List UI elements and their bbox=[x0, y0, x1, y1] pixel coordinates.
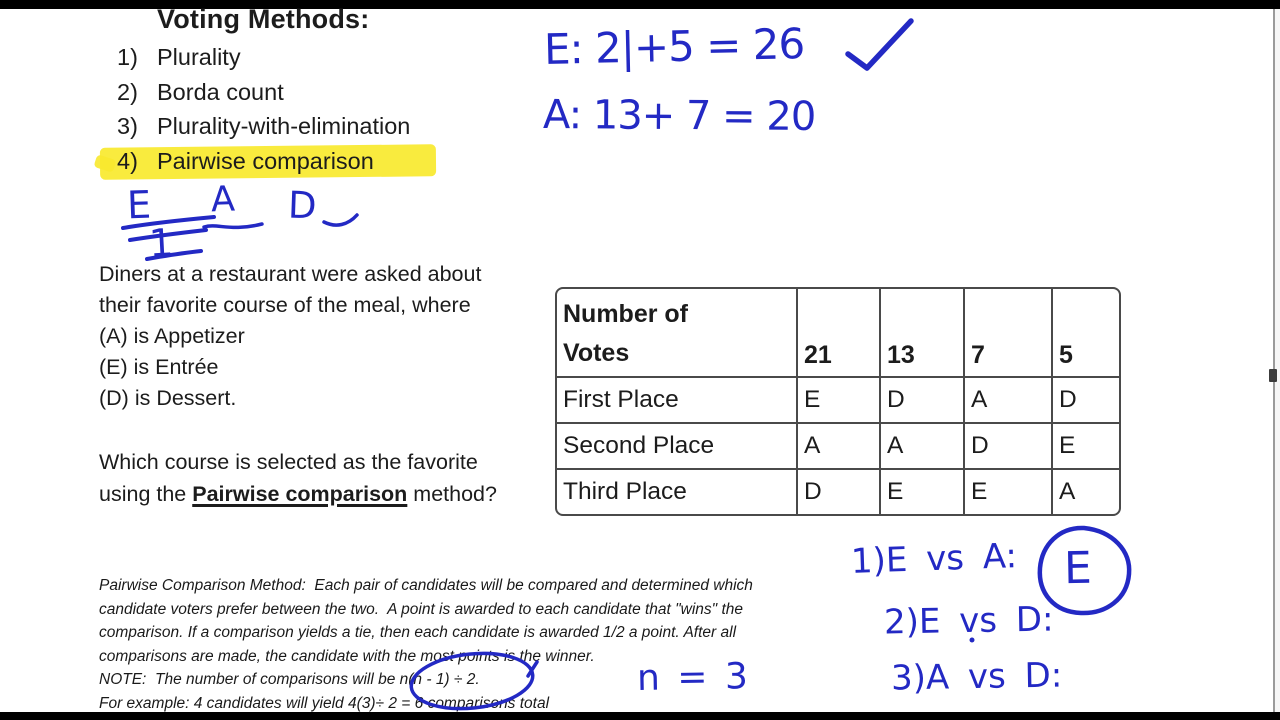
page-edge-line bbox=[1273, 9, 1275, 712]
preference-cell: E bbox=[1051, 422, 1119, 468]
check-icon bbox=[845, 18, 914, 71]
problem-line: (E) is Entrée bbox=[99, 355, 219, 379]
ink-comparison-2: 2)E vs D: bbox=[883, 599, 1054, 643]
method-item-plurality-elimination: 3) Plurality-with-elimination bbox=[117, 113, 410, 143]
item-label: Plurality-with-elimination bbox=[157, 113, 411, 139]
votes-table: Number of Votes 21 13 7 5 First Place E … bbox=[555, 287, 1121, 516]
ink-letter-a: A bbox=[210, 179, 236, 221]
preference-cell: A bbox=[1051, 468, 1119, 514]
page-edge-strip bbox=[1275, 9, 1280, 712]
preference-cell: D bbox=[879, 376, 963, 422]
method-item-borda: 2) Borda count bbox=[117, 79, 284, 109]
question-line-2: using the Pairwise comparison method? bbox=[99, 478, 497, 510]
votes-count-header: 7 bbox=[963, 289, 1051, 376]
ink-comparison-1-result: E bbox=[1063, 542, 1093, 595]
ink-comparison-3: 3)A vs D: bbox=[890, 655, 1063, 699]
row-label: First Place bbox=[557, 376, 796, 422]
votes-count-header: 5 bbox=[1051, 289, 1119, 376]
problem-line: Diners at a restaurant were asked about bbox=[99, 262, 482, 286]
item-number: 1) bbox=[117, 44, 138, 70]
ink-letter-d: D bbox=[287, 183, 318, 228]
preference-cell: E bbox=[963, 468, 1051, 514]
preference-cell: A bbox=[796, 422, 879, 468]
problem-line: (D) is Dessert. bbox=[99, 386, 237, 410]
item-label: Plurality bbox=[157, 44, 241, 70]
letterbox-bottom bbox=[0, 712, 1280, 720]
page-title: Voting Methods: bbox=[157, 4, 370, 34]
row-label: Second Place bbox=[557, 422, 796, 468]
problem-text: Diners at a restaurant were asked about … bbox=[99, 259, 481, 414]
votes-count-header: 13 bbox=[879, 289, 963, 376]
ink-underline bbox=[202, 222, 264, 230]
question-emphasis: Pairwise comparison bbox=[192, 482, 408, 506]
item-number: 2) bbox=[117, 79, 138, 105]
ink-comparison-1: 1)E vs A: bbox=[850, 536, 1018, 582]
problem-line: (A) is Appetizer bbox=[99, 324, 245, 348]
definition-line: comparison. If a comparison yields a tie… bbox=[99, 624, 737, 642]
item-label: Pairwise comparison bbox=[157, 148, 374, 174]
preference-cell: E bbox=[796, 376, 879, 422]
scroll-handle[interactable] bbox=[1269, 369, 1277, 382]
item-number: 3) bbox=[117, 113, 138, 139]
ink-n-equals: n = 3 bbox=[636, 656, 752, 699]
ink-equation-a: A: 13+ 7 = 20 bbox=[542, 92, 816, 140]
method-item-pairwise: 4) Pairwise comparison bbox=[117, 148, 374, 178]
question-pre: using the bbox=[99, 482, 193, 506]
preference-cell: D bbox=[1051, 376, 1119, 422]
letterbox-top bbox=[0, 0, 1280, 9]
definition-line: Pairwise Comparison Method: Each pair of… bbox=[99, 577, 753, 594]
item-number: 4) bbox=[117, 148, 138, 174]
problem-line: their favorite course of the meal, where bbox=[99, 293, 471, 317]
question-post: method? bbox=[407, 482, 497, 506]
table-header-label: Number of Votes bbox=[563, 300, 688, 367]
preference-cell: A bbox=[963, 376, 1051, 422]
ink-equation-e: E: 2|+5 = 26 bbox=[543, 19, 805, 74]
row-label: Third Place bbox=[557, 468, 796, 514]
question-text: Which course is selected as the favorite… bbox=[99, 446, 497, 510]
item-label: Borda count bbox=[157, 79, 284, 105]
question-line-1: Which course is selected as the favorite bbox=[99, 450, 478, 474]
ink-fraction-denominator: 1 bbox=[147, 220, 175, 266]
method-item-plurality: 1) Plurality bbox=[117, 44, 241, 74]
ink-flourish bbox=[322, 213, 359, 227]
definition-line: candidate voters prefer between the two.… bbox=[99, 600, 744, 618]
preference-cell: D bbox=[796, 468, 879, 514]
preference-cell: A bbox=[879, 422, 963, 468]
preference-cell: D bbox=[963, 422, 1051, 468]
preference-cell: E bbox=[879, 468, 963, 514]
votes-count-header: 21 bbox=[796, 289, 879, 376]
